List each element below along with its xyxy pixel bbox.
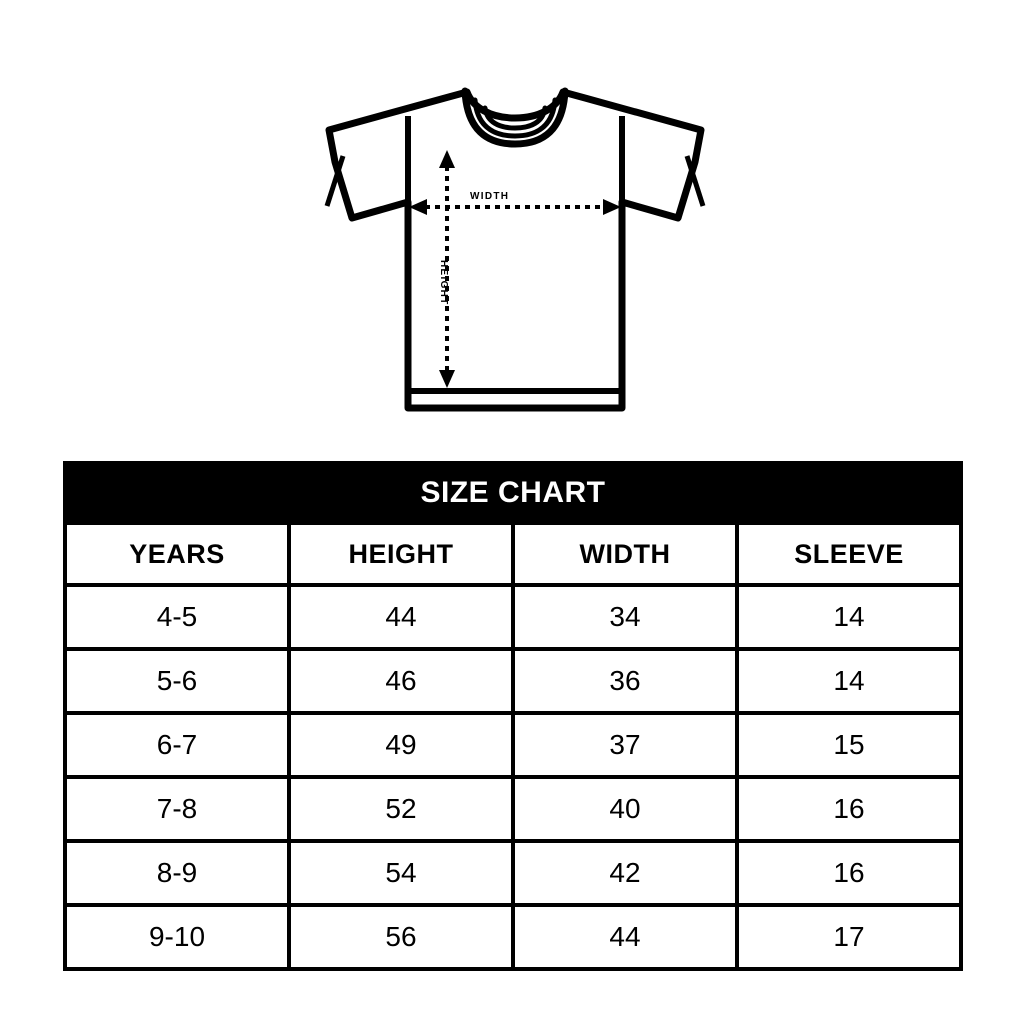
table-row: 4-5 44 34 14	[63, 583, 963, 651]
cell-height: 46	[287, 647, 515, 715]
cell-years: 9-10	[63, 903, 291, 971]
cell-height: 49	[287, 711, 515, 779]
tshirt-body-outline	[325, 88, 705, 412]
cell-sleeve: 17	[735, 903, 963, 971]
table-row: 5-6 46 36 14	[63, 647, 963, 715]
cell-years: 8-9	[63, 839, 291, 907]
cell-sleeve: 14	[735, 647, 963, 715]
table-row: 6-7 49 37 15	[63, 711, 963, 779]
height-dimension-label: HEIGHT	[438, 260, 449, 306]
column-header-height: HEIGHT	[287, 521, 515, 587]
column-header-width: WIDTH	[511, 521, 739, 587]
sleeve-cuff-left	[324, 155, 346, 207]
cell-width: 42	[511, 839, 739, 907]
table-row: 9-10 56 44 17	[63, 903, 963, 971]
width-dimension-label: WIDTH	[470, 191, 510, 202]
sleeve-cuff-right	[684, 155, 706, 207]
collar-outer	[461, 87, 569, 148]
collar-band-outer	[472, 97, 558, 139]
cell-width: 36	[511, 647, 739, 715]
width-arrow-head-right	[603, 199, 621, 215]
cell-sleeve: 16	[735, 839, 963, 907]
cell-sleeve: 16	[735, 775, 963, 843]
cell-years: 6-7	[63, 711, 291, 779]
cell-sleeve: 15	[735, 711, 963, 779]
tshirt-svg	[324, 87, 706, 412]
column-header-sleeve: SLEEVE	[735, 521, 963, 587]
cell-height: 54	[287, 839, 515, 907]
cell-height: 52	[287, 775, 515, 843]
size-chart-table: SIZE CHART YEARS HEIGHT WIDTH SLEEVE 4-5…	[63, 461, 963, 971]
cell-years: 5-6	[63, 647, 291, 715]
cell-sleeve: 14	[735, 583, 963, 651]
table-title-row: SIZE CHART	[63, 461, 963, 525]
collar-band-inner	[482, 105, 548, 131]
height-arrow-head-bottom	[439, 370, 455, 388]
cell-years: 7-8	[63, 775, 291, 843]
table-row: 7-8 52 40 16	[63, 775, 963, 843]
cell-width: 37	[511, 711, 739, 779]
cell-height: 44	[287, 583, 515, 651]
cell-width: 34	[511, 583, 739, 651]
width-arrow-head-left	[409, 199, 427, 215]
table-row: 8-9 54 42 16	[63, 839, 963, 907]
size-chart-title: SIZE CHART	[63, 461, 963, 525]
cell-years: 4-5	[63, 583, 291, 651]
cell-height: 56	[287, 903, 515, 971]
cell-width: 40	[511, 775, 739, 843]
column-header-years: YEARS	[63, 521, 291, 587]
cell-width: 44	[511, 903, 739, 971]
tshirt-illustration	[295, 78, 735, 438]
table-header-row: YEARS HEIGHT WIDTH SLEEVE	[63, 521, 963, 587]
height-arrow-head-top	[439, 150, 455, 168]
